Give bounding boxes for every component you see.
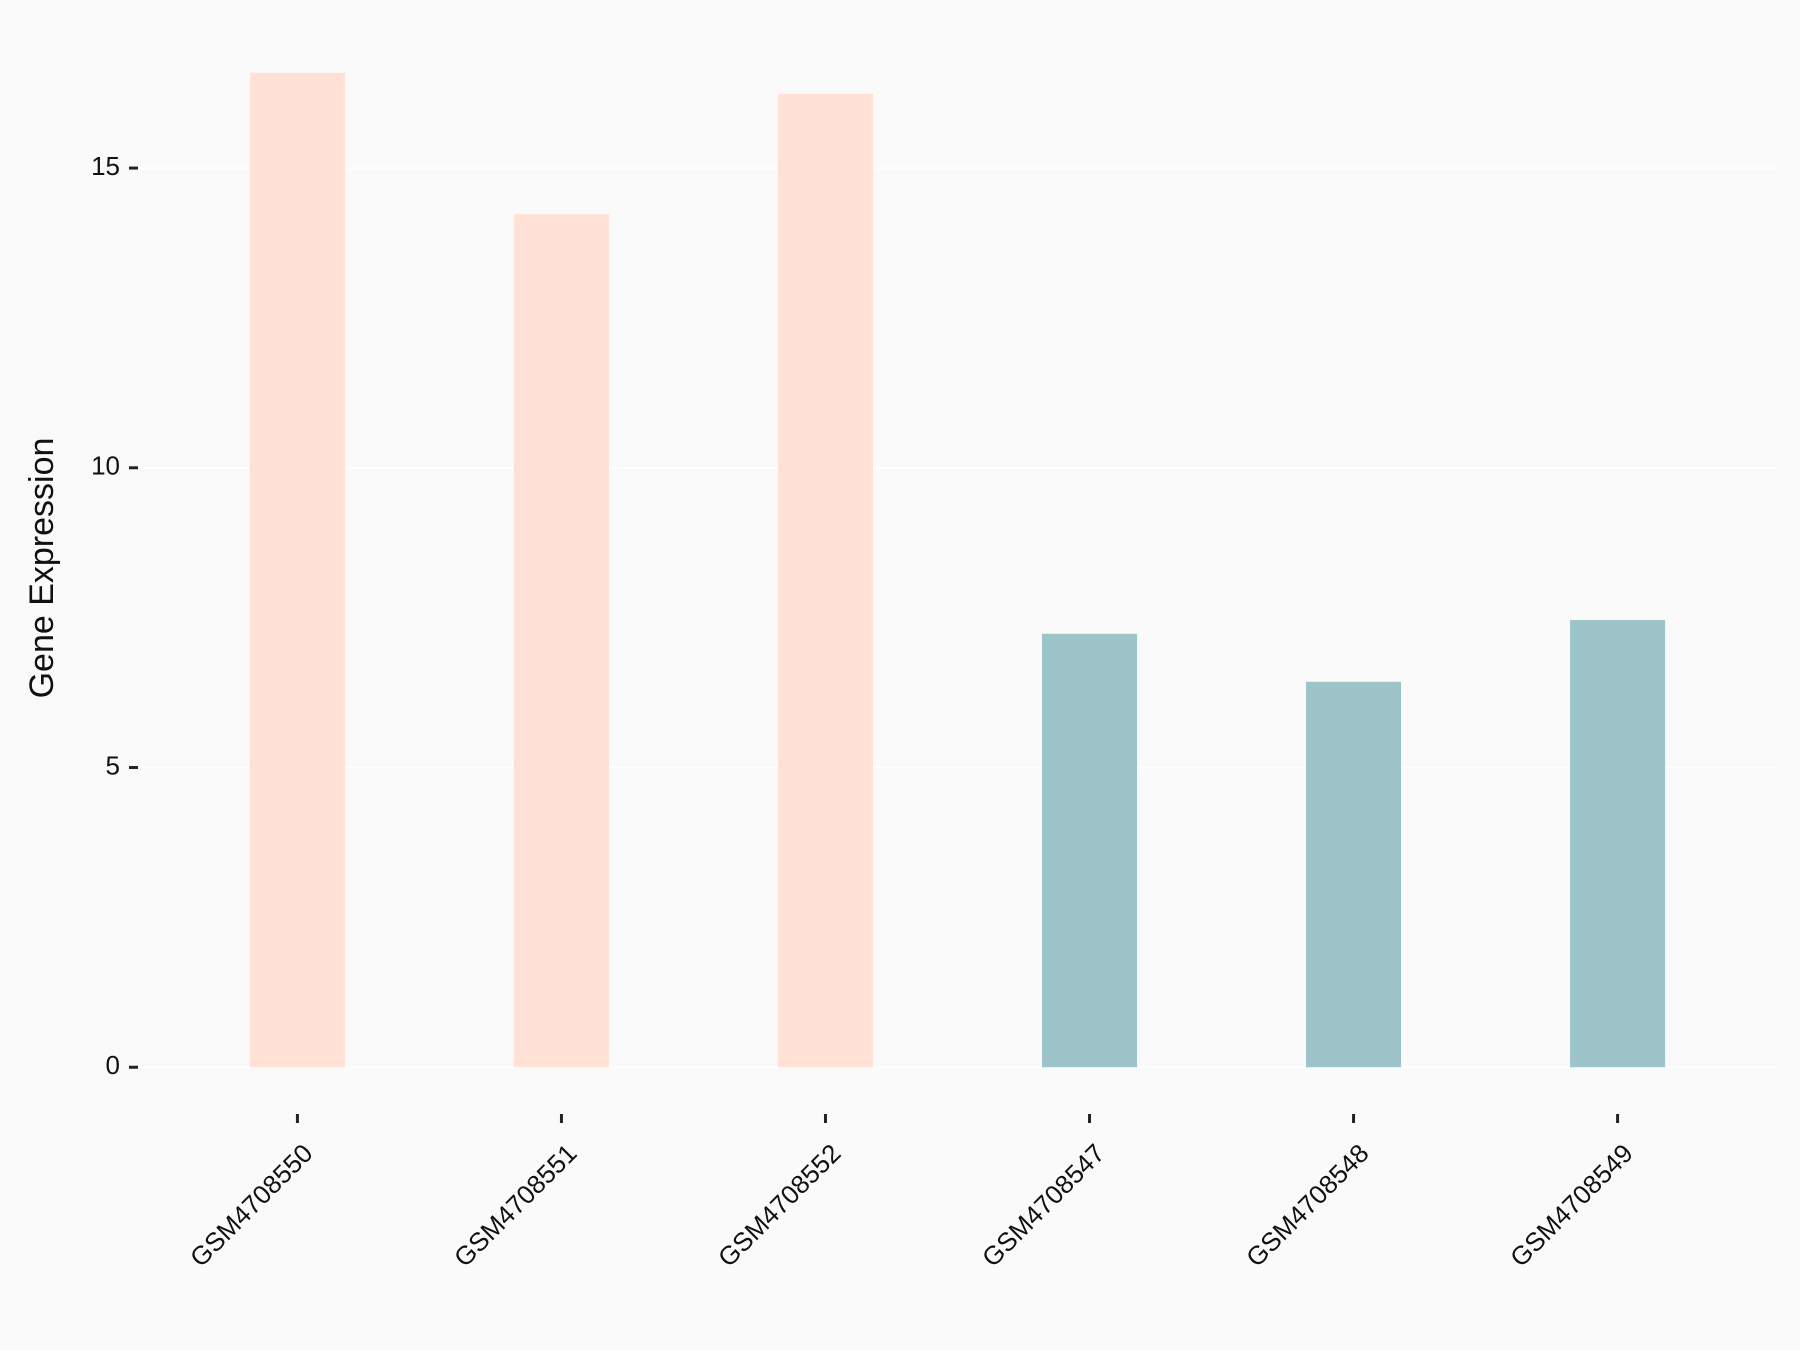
- y-tick-label: 15: [91, 151, 120, 181]
- x-tick-label: GSM4708552: [712, 1138, 847, 1273]
- bar: [1041, 633, 1138, 1068]
- y-tick-label: 10: [91, 451, 120, 481]
- x-tick-label: GSM4708550: [184, 1138, 319, 1273]
- bar: [1570, 620, 1666, 1068]
- x-tick-label: GSM4708547: [976, 1138, 1111, 1273]
- bar: [513, 214, 609, 1068]
- bar: [1306, 681, 1402, 1068]
- x-tick-label: GSM4708548: [1240, 1138, 1375, 1273]
- x-tick-label: GSM4708549: [1504, 1138, 1639, 1273]
- y-tick-label: 5: [106, 750, 120, 780]
- y-axis-title: Gene Expression: [23, 438, 61, 699]
- y-tick-label: 0: [106, 1050, 120, 1080]
- x-tick-label: GSM4708551: [448, 1138, 583, 1273]
- bar: [249, 72, 345, 1068]
- bar: [777, 93, 874, 1068]
